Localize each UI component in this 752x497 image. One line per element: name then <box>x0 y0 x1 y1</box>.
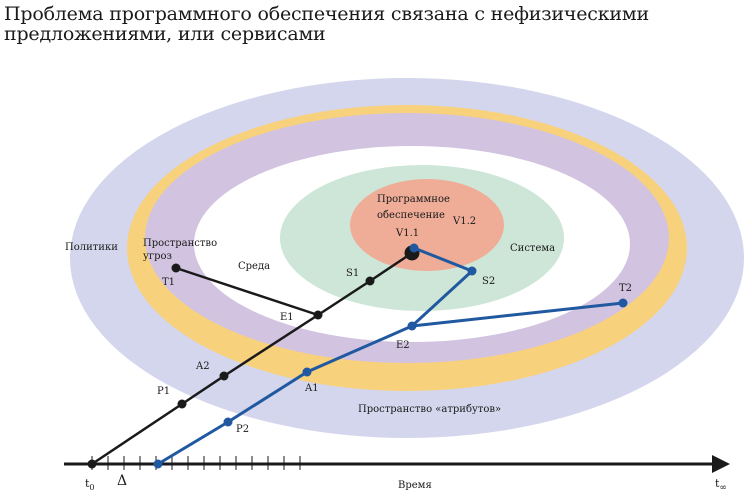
blue-path <box>157 246 475 466</box>
t0-label: t0 <box>85 477 95 492</box>
t0-label-sub: 0 <box>89 483 94 492</box>
version-v12-point <box>409 243 419 253</box>
blue-label-t2: T2 <box>619 283 632 294</box>
software-region <box>350 179 504 271</box>
page-title: Проблема программного обеспечения связан… <box>4 4 744 44</box>
black-path-t1-e1 <box>175 266 319 317</box>
black-label-t1: T1 <box>162 277 175 288</box>
software-label-line-1: Программное <box>377 194 450 205</box>
version-v11-label: V1.1 <box>395 228 419 239</box>
blue-point-e2 <box>407 321 417 331</box>
black-point-e1 <box>313 310 323 320</box>
black-point-s1 <box>365 276 375 286</box>
system-label: Система <box>510 243 555 254</box>
black-path-main <box>91 251 413 466</box>
version-v12-label: V1.2 <box>452 216 476 227</box>
black-point-a2 <box>219 371 229 381</box>
title-line-1: Проблема программного обеспечения связан… <box>4 3 649 25</box>
black-point-t1 <box>171 263 181 273</box>
black-label-p1: P1 <box>157 386 170 397</box>
black-point-p1 <box>177 399 187 409</box>
delta-label: Δ <box>117 473 127 489</box>
black-point-t0 <box>87 459 97 469</box>
time-axis-label: Время <box>398 480 432 491</box>
policies-label: Политики <box>65 242 118 253</box>
threats-label-line-1: Пространство <box>143 238 217 249</box>
blue-label-e2: E2 <box>396 340 410 351</box>
blue-point-start <box>153 459 163 469</box>
blue-label-s2: S2 <box>482 276 495 287</box>
threats-label-line-2: угроз <box>143 251 172 262</box>
blue-path-e2-t2 <box>411 301 624 328</box>
tinf-label: t∞ <box>715 477 727 493</box>
software-label-line-2: обеспечение <box>377 210 445 221</box>
blue-label-p2: P2 <box>236 424 249 435</box>
black-label-a2: A2 <box>195 361 210 372</box>
t0-label-main: t <box>85 477 90 490</box>
tinf-label-main: t <box>715 477 720 490</box>
blue-point-p2 <box>223 417 233 427</box>
blue-point-s2 <box>467 266 477 276</box>
black-label-e1: E1 <box>280 312 294 323</box>
time-axis-arrow <box>712 455 730 473</box>
blue-label-a1: A1 <box>304 383 319 394</box>
blue-point-t2 <box>618 298 628 308</box>
title-line-2: предложениями, или сервисами <box>4 23 326 45</box>
tinf-label-sub: ∞ <box>719 483 727 493</box>
black-label-s1: S1 <box>346 268 359 279</box>
environment-label: Среда <box>238 261 270 272</box>
blue-point-a1 <box>302 367 312 377</box>
attributes-label: Пространство «атрибутов» <box>358 404 501 415</box>
